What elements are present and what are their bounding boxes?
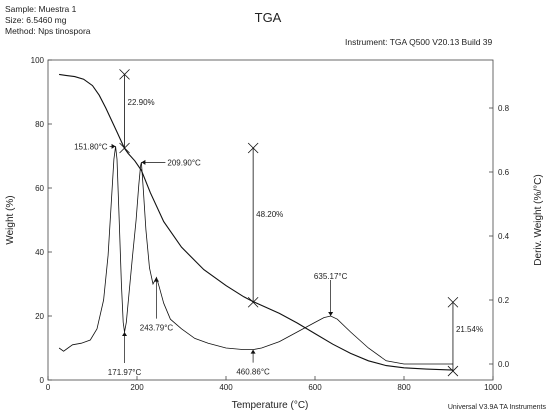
- step-marker-cross: [119, 69, 130, 80]
- y2-tick-label: 0.0: [498, 360, 510, 369]
- step-marker-cross: [447, 365, 459, 377]
- step-marker-cross: [247, 142, 259, 154]
- annotations: 22.90% 48.20% 21.54% 151.80°C 209.90°C 243.79…: [74, 69, 483, 377]
- x-tick-label: 0: [46, 383, 51, 392]
- instrument-label: Instrument: TGA Q500 V20.13 Build 39: [345, 37, 493, 47]
- peak-arrowhead: [328, 312, 334, 316]
- sample-label: Sample: Muestra 1: [5, 4, 77, 14]
- plot-frame: [47, 59, 494, 381]
- y-tick-label: 80: [35, 120, 44, 129]
- y2-tick-label: 0.4: [498, 232, 510, 241]
- y-tick-label: 0: [40, 376, 45, 385]
- method-label: Method: Nps tinospora: [5, 26, 91, 36]
- x-axis-label: Temperature (°C): [232, 400, 309, 411]
- y2-axis-label: Deriv. Weight (%/°C): [533, 174, 544, 265]
- y-tick-label: 60: [35, 184, 44, 193]
- y-tick-label: 40: [35, 248, 44, 257]
- peak-arrowhead: [153, 277, 159, 282]
- x-tick-label: 800: [397, 383, 411, 392]
- step-percent-label: 48.20%: [256, 210, 283, 219]
- footer-label: Universal V3.9A TA Instruments: [448, 404, 547, 411]
- y-tick-label: 20: [35, 312, 44, 321]
- y2-tick-label: 0.6: [498, 168, 510, 177]
- y2-tick-label: 0.2: [498, 296, 510, 305]
- peak-temperature-label: 460.86°C: [236, 368, 270, 377]
- axis-ticks: 0 200 400 600 800 1000 0 20 40 60 80 100 0.0 0.2 0.4 0.…: [31, 56, 510, 392]
- peak-temperature-label: 151.80°C: [74, 142, 108, 151]
- step-marker-cross: [247, 296, 259, 308]
- peak-arrowhead: [111, 143, 116, 149]
- peak-temperature-label: 635.17°C: [314, 272, 348, 281]
- chart-title: TGA: [255, 10, 282, 25]
- derivative-weight-line: [58, 146, 453, 365]
- size-label: Size: 6.5460 mg: [5, 15, 67, 25]
- weight-line: [59, 73, 453, 371]
- y2-tick-label: 0.8: [498, 104, 510, 113]
- y-tick-label: 100: [31, 56, 45, 65]
- peak-arrowhead: [122, 332, 128, 336]
- step-marker-cross: [447, 296, 459, 308]
- peak-temperature-label: 171.97°C: [108, 368, 142, 377]
- peak-temperature-label: 243.79°C: [140, 324, 174, 333]
- y-axis-label: Weight (%): [5, 195, 16, 244]
- step-percent-label: 22.90%: [128, 98, 155, 107]
- x-tick-label: 1000: [484, 383, 502, 392]
- x-tick-label: 600: [308, 383, 322, 392]
- peak-temperature-label: 209.90°C: [167, 158, 201, 167]
- peak-arrowhead: [250, 349, 256, 354]
- x-tick-label: 200: [130, 383, 144, 392]
- step-percent-label: 21.54%: [456, 325, 483, 334]
- peak-arrowhead: [141, 159, 146, 165]
- data-curves: [58, 73, 453, 371]
- step-marker-cross: [119, 142, 130, 154]
- x-tick-label: 400: [219, 383, 233, 392]
